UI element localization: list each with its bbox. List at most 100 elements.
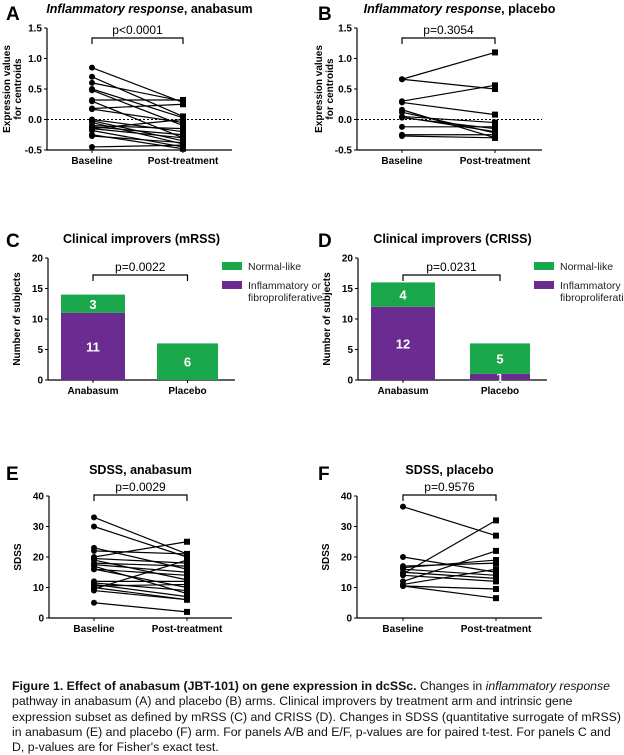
post-treatment-point	[184, 563, 190, 570]
y-tick-label: 40	[33, 492, 45, 503]
post-treatment-point	[180, 101, 186, 108]
legend-label: fibroproliferative	[248, 292, 323, 304]
panel-d: D Clinical improvers (CRISS)05101520Numbe…	[318, 231, 624, 397]
legend-label: fibroproliferative	[560, 292, 624, 304]
panel-f: F SDSS, placebo 0 10 20 30 40 SDSS Baseline Post-…	[318, 463, 542, 635]
significance-bracket	[401, 37, 496, 44]
post-treatment-point	[493, 532, 499, 539]
paired-line	[402, 568, 497, 576]
paired-line	[93, 525, 188, 558]
y-axis-label: Number of subjects	[12, 272, 23, 366]
baseline-point	[89, 98, 95, 105]
y-tick-label: 0	[38, 614, 44, 625]
p-value: p=0.9576	[424, 480, 475, 494]
paired-line	[93, 562, 188, 567]
y-tick-label: 0.0	[338, 115, 352, 126]
baseline-point	[91, 547, 97, 554]
baseline-point	[400, 572, 406, 579]
paired-line	[91, 76, 184, 118]
bar-value-label: 3	[89, 297, 96, 312]
paired-line	[402, 562, 497, 567]
x-tick-label: Baseline	[73, 624, 115, 635]
x-tick-label: Anabasum	[377, 386, 428, 397]
post-treatment-point	[184, 590, 190, 597]
x-tick-label: Placebo	[481, 386, 519, 397]
paired-line	[91, 129, 184, 148]
paired-line	[93, 559, 188, 590]
y-axis-label: SDSS	[321, 543, 332, 571]
y-axis-label: Expression values	[2, 45, 13, 133]
x-tick-label: Post-treatment	[460, 156, 531, 167]
y-axis-label: for centroids	[325, 58, 336, 120]
figure: A Inflammatory response, anabasum-0.50.00…	[2, 2, 624, 635]
post-treatment-point	[492, 128, 498, 135]
p-value: p=0.0231	[426, 260, 477, 274]
paired-line	[91, 126, 184, 136]
baseline-point	[91, 599, 97, 606]
y-tick-label: 1.5	[338, 24, 352, 35]
post-treatment-point	[180, 128, 186, 135]
bar-segment	[157, 343, 218, 380]
post-treatment-point	[180, 134, 186, 141]
paired-line	[401, 84, 496, 102]
title-rest: , placebo	[501, 2, 556, 16]
post-treatment-point	[493, 517, 499, 524]
y-tick-label: 1.5	[28, 24, 42, 35]
baseline-point	[89, 127, 95, 134]
post-treatment-point	[184, 572, 190, 579]
paired-line	[91, 118, 184, 133]
y-tick-label: 1.0	[28, 54, 42, 65]
panel-letter: E	[6, 464, 19, 485]
paired-line	[402, 568, 497, 586]
post-treatment-point	[180, 122, 186, 129]
legend-swatch-normal-like	[534, 262, 554, 270]
post-treatment-point	[184, 566, 190, 573]
p-value: p=0.0029	[115, 480, 166, 494]
post-treatment-point	[493, 569, 499, 576]
panel-letter: B	[318, 4, 332, 25]
p-value: p=0.3054	[423, 23, 474, 37]
x-tick-label: Post-treatment	[152, 624, 223, 635]
x-tick-label: Baseline	[71, 156, 113, 167]
y-tick-label: -0.5	[25, 146, 43, 157]
baseline-point	[399, 123, 405, 130]
legend-label: Inflammatory or	[560, 280, 624, 292]
post-treatment-point	[184, 560, 190, 567]
bar-segment	[470, 343, 530, 374]
bar-segment	[371, 306, 435, 380]
post-treatment-point	[492, 111, 498, 118]
post-treatment-point	[184, 596, 190, 603]
post-treatment-point	[492, 119, 498, 126]
post-treatment-point	[184, 587, 190, 594]
y-tick-label: 0	[346, 614, 352, 625]
y-tick-label: 0.5	[338, 85, 352, 96]
post-treatment-point	[184, 581, 190, 588]
post-treatment-point	[492, 86, 498, 92]
y-tick-label: 5	[347, 345, 353, 356]
legend-swatch-inflammatory	[222, 281, 242, 289]
paired-line	[93, 564, 188, 573]
baseline-point	[89, 79, 95, 86]
paired-line	[402, 519, 497, 575]
paired-line	[401, 51, 496, 80]
bar-segment	[61, 312, 125, 380]
x-tick-label: Placebo	[168, 386, 206, 397]
panel-title: Inflammatory response, placebo	[364, 2, 556, 16]
figure-caption: Figure 1. Effect of anabasum (JBT-101) o…	[12, 679, 622, 755]
y-axis-label: SDSS	[13, 543, 24, 571]
paired-line	[402, 506, 497, 537]
significance-bracket	[92, 274, 189, 281]
post-treatment-point	[493, 572, 499, 579]
y-axis-label: for centroids	[13, 58, 24, 120]
legend-label: Inflammatory or	[248, 280, 321, 292]
paired-line	[93, 557, 188, 564]
panel-letter: D	[318, 231, 332, 252]
y-tick-label: 15	[342, 284, 354, 295]
bar-value-label: 12	[396, 336, 410, 351]
significance-bracket	[402, 494, 497, 501]
post-treatment-point	[180, 119, 186, 126]
caption-text-2: pathway in anabasum (A) and placebo (B) …	[12, 694, 621, 755]
paired-line	[402, 571, 497, 579]
baseline-point	[399, 99, 405, 106]
post-treatment-point	[493, 560, 499, 567]
